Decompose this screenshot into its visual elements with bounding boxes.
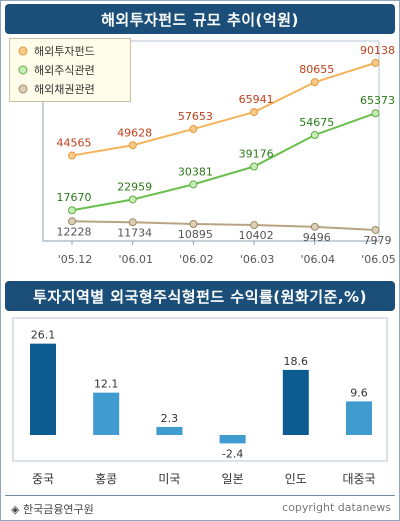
x-tick-label: '06.04 — [301, 253, 336, 266]
data-label-bond: 10895 — [178, 228, 213, 241]
data-label-stock: 17670 — [57, 191, 92, 204]
data-point-stock — [128, 195, 137, 204]
bar-value-label: 2.3 — [161, 412, 179, 425]
legend-label-stock: 해외주식관련 — [34, 64, 95, 77]
data-point-fund — [310, 78, 319, 87]
data-label-bond: 10402 — [239, 229, 274, 242]
line-chart-legend: 해외투자펀드 해외주식관련 해외채권관련 — [9, 38, 131, 102]
data-point-fund — [189, 124, 198, 133]
bar-3 — [156, 426, 183, 435]
bar-category-label: 인도 — [285, 472, 307, 486]
bar-category-label: 대중국 — [342, 472, 375, 486]
data-point-bond — [189, 220, 198, 229]
bar-plot-area — [12, 317, 388, 462]
bar-value-label: 9.6 — [350, 386, 368, 399]
legend-item-stock: 해외주식관련 — [18, 62, 95, 78]
copyright-label: copyright datanews — [282, 501, 391, 514]
bar-value-label: -2.4 — [222, 447, 243, 460]
data-label-fund: 90138 — [360, 44, 395, 57]
legend-label-fund: 해외투자펀드 — [34, 45, 95, 58]
bar-category-label: 중국 — [32, 472, 54, 486]
data-label-bond: 9496 — [303, 231, 331, 244]
bar-chart-title: 투자지역별 외국형주식형펀드 수익률(원화기준,%) — [5, 281, 395, 311]
data-point-stock — [68, 206, 76, 215]
x-tick-label: '05.12 — [58, 253, 93, 266]
bar-2 — [93, 392, 120, 435]
data-point-stock — [189, 180, 198, 189]
data-point-bond — [128, 218, 137, 227]
data-label-fund: 80655 — [299, 63, 334, 76]
data-point-bond — [68, 217, 76, 226]
data-label-bond: 12228 — [57, 225, 92, 238]
bar-chart: 26.1 중국 12.1 홍콩 2.3 미국 -2.4 일본 18.6 인도 9.6 대중국 — [12, 317, 388, 486]
footer: ◈ 한국금융연구원 copyright datanews — [1, 497, 399, 519]
x-tick-label: '06.02 — [179, 253, 214, 266]
data-label-stock: 30381 — [178, 165, 213, 178]
data-point-fund — [128, 141, 137, 150]
bar-category-label: 홍콩 — [95, 472, 117, 486]
source-label: ◈ 한국금융연구원 — [11, 503, 94, 516]
footer-divider — [5, 495, 395, 496]
data-label-stock: 54675 — [299, 116, 334, 129]
data-label-bond: 11734 — [117, 226, 152, 239]
bar-value-label: 26.1 — [31, 329, 56, 342]
bar-value-label: 12.1 — [94, 378, 119, 391]
legend-marker-fund — [18, 46, 28, 56]
data-point-bond — [310, 222, 319, 231]
line-chart-title: 해외투자펀드 규모 추이(억원) — [5, 4, 395, 34]
x-tick-label: '06.01 — [118, 253, 153, 266]
bar-category-label: 일본 — [222, 472, 244, 486]
legend-label-bond: 해외채권관련 — [34, 83, 95, 96]
data-label-fund: 57653 — [178, 110, 213, 123]
legend-marker-bond — [18, 84, 28, 94]
bar-5 — [282, 369, 309, 435]
data-point-stock — [310, 130, 319, 139]
x-tick-label: '06.05 — [361, 253, 395, 266]
bar-6 — [346, 401, 372, 435]
data-point-fund — [250, 108, 259, 117]
series-line-fund — [71, 61, 376, 157]
bar-category-label: 미국 — [158, 472, 180, 486]
legend-marker-stock — [18, 65, 28, 75]
data-label-fund: 65941 — [239, 93, 274, 106]
bar-value-label: 18.6 — [284, 355, 309, 368]
x-tick-label: '06.03 — [240, 253, 275, 266]
data-point-fund — [68, 151, 76, 160]
data-label-fund: 44565 — [57, 137, 92, 150]
legend-item-fund: 해외투자펀드 — [18, 43, 95, 59]
bar-chart-panel: 26.1 중국 12.1 홍콩 2.3 미국 -2.4 일본 18.6 인도 9.6 대중국 — [5, 314, 395, 494]
data-label-stock: 22959 — [117, 180, 152, 193]
series-line-bond — [71, 220, 376, 231]
data-label-stock: 65373 — [360, 94, 395, 107]
bar-1 — [30, 343, 56, 435]
data-point-bond — [250, 221, 259, 230]
bar-4 — [219, 435, 246, 444]
legend-item-bond: 해외채권관련 — [18, 81, 95, 97]
data-label-bond: 7979 — [364, 234, 392, 247]
data-point-stock — [371, 109, 380, 118]
data-point-bond — [371, 225, 380, 234]
data-label-fund: 49628 — [117, 126, 152, 139]
data-point-stock — [250, 162, 259, 171]
series-line-stock — [71, 112, 376, 212]
data-point-fund — [371, 58, 380, 67]
data-label-stock: 39176 — [239, 148, 274, 161]
